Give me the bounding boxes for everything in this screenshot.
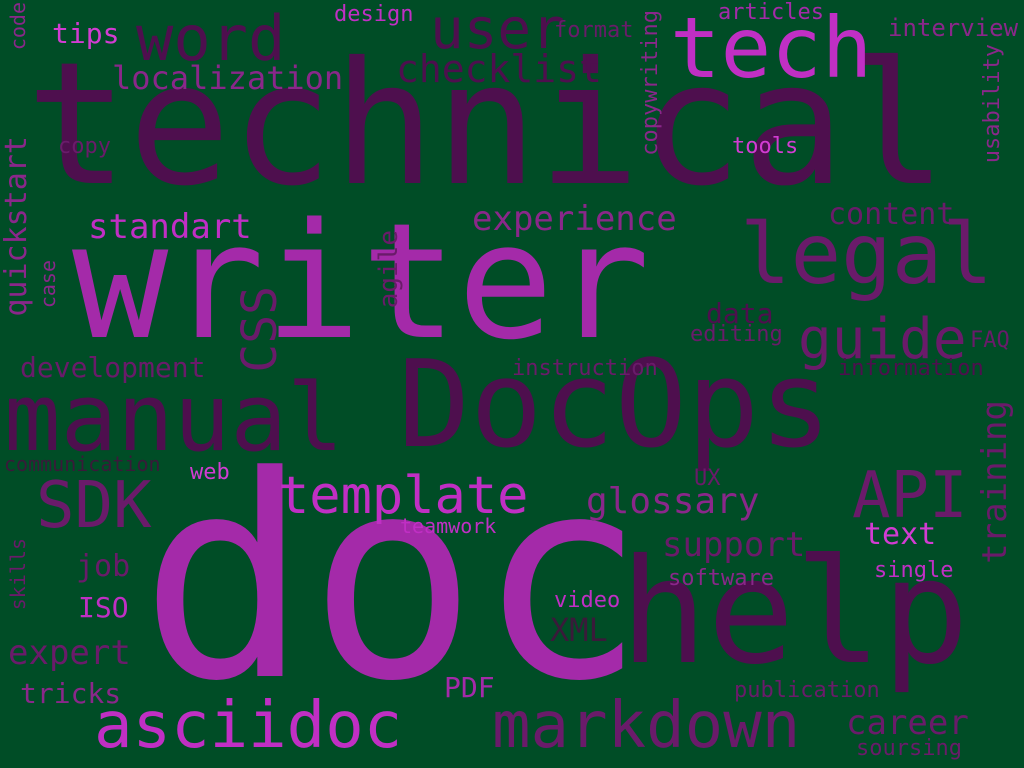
word-design: design [334,2,414,27]
word-doc: doc [140,417,646,743]
word-format: format [554,18,634,43]
word-docops: DocOps [398,336,832,475]
word-ux: UX [694,466,721,491]
word-checklist: checklist [396,47,602,91]
word-text: text [864,517,937,552]
word-content: content [828,197,955,232]
word-communication: communication [4,452,161,476]
word-agile: agile [374,230,404,309]
word-api: API [852,459,968,533]
word-asciidoc: asciidoc [94,689,403,763]
word-iso: ISO [78,591,129,624]
word-publication: publication [734,678,880,703]
word-technical: technical [26,26,948,224]
word-software: software [668,566,774,591]
word-tech: tech [670,0,873,97]
word-copywriting: copywriting [638,10,663,156]
word-word: word [136,2,286,75]
word-skills: skills [6,538,30,611]
word-instruction: instruction [512,356,658,381]
word-sdk: SDK [36,469,152,543]
word-tips: tips [52,17,120,50]
word-manual: manual [4,364,344,473]
word-standart: standart [88,207,252,247]
word-xml: XML [550,611,608,649]
word-career: career [846,703,969,743]
word-help: help [620,528,970,697]
word-training: training [975,400,1015,564]
word-tricks: tricks [20,677,122,710]
word-markdown: markdown [492,689,801,763]
word-soursing: soursing [856,736,962,761]
word-editing: editing [690,322,783,347]
word-tools: tools [732,134,799,159]
word-css: CSS [232,286,288,373]
word-teamwork: teamwork [400,514,497,538]
word-usability: usability [980,44,1005,164]
word-user: user [430,0,565,62]
word-articles: articles [718,0,824,25]
word-web: web [190,460,230,485]
word-quickstart: quickstart [0,136,34,317]
word-legal: legal [740,205,993,303]
word-interview: interview [888,14,1019,42]
word-video: video [554,588,621,613]
word-case: case [36,260,60,309]
word-support: support [662,525,806,565]
word-data: data [706,297,774,330]
word-localization: localization [112,59,344,97]
word-expert: expert [8,633,131,673]
word-glossary: glossary [586,481,760,522]
word-code: code [6,2,30,51]
word-pdf: PDF [444,671,495,704]
word-guide: guide [798,307,967,372]
word-writer: writer [72,188,650,375]
word-information: information [838,356,984,381]
word-template: template [278,466,529,526]
word-faq: FAQ [970,328,1010,353]
word-single: single [874,558,954,583]
word-copy: copy [58,134,111,159]
word-experience: experience [472,199,677,239]
word-development: development [20,351,206,384]
word-job: job [76,549,131,584]
